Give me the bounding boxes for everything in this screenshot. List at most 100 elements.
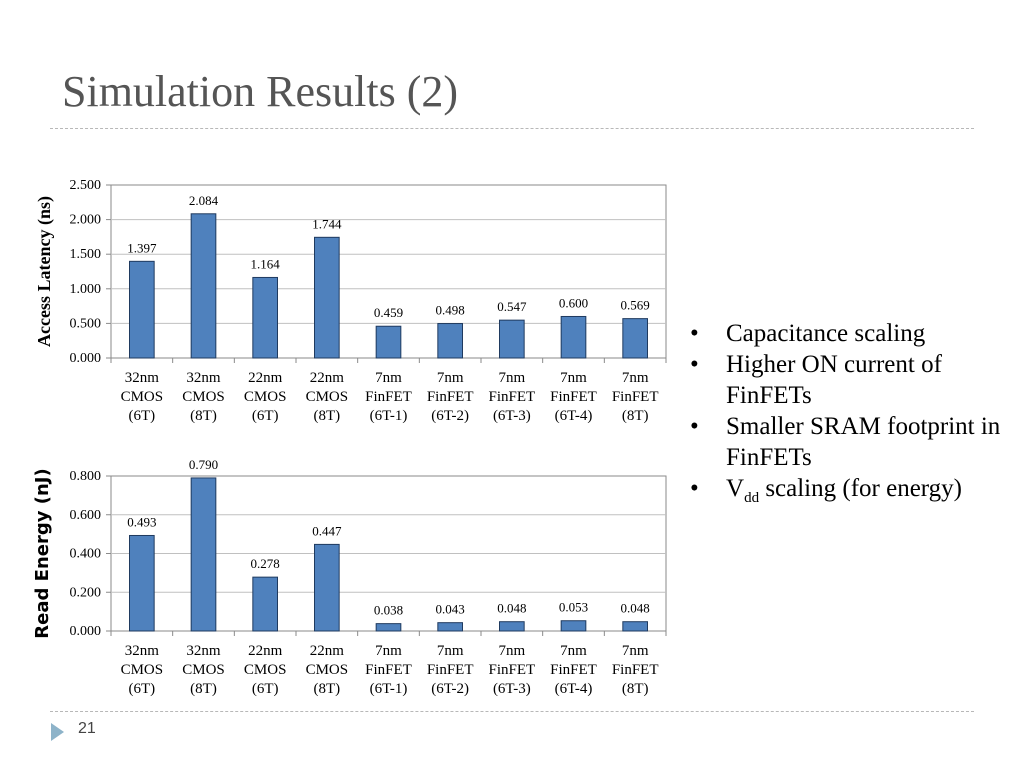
- y-tick-label: 0.000: [70, 351, 102, 366]
- x-tick-label: FinFET: [427, 389, 474, 405]
- data-label: 2.084: [189, 193, 219, 208]
- bar: [252, 576, 278, 632]
- x-tick-label: 7nm: [375, 370, 402, 386]
- bullet-item: Higher ON current of FinFETs: [690, 349, 1010, 411]
- y-tick-label: 2.500: [70, 178, 102, 193]
- x-tick-label: 32nm: [125, 643, 160, 659]
- bullet-subscript: dd: [744, 490, 760, 506]
- x-tick-label: FinFET: [427, 662, 474, 678]
- bar: [499, 621, 525, 632]
- x-tick-label: (6T-1): [370, 408, 408, 424]
- data-label: 0.278: [251, 556, 280, 571]
- bar: [622, 318, 648, 359]
- data-label: 0.600: [559, 295, 588, 310]
- data-label: 0.053: [559, 600, 588, 615]
- x-tick-label: (8T): [190, 408, 217, 424]
- data-label: 0.790: [189, 457, 218, 472]
- x-tick-label: CMOS: [182, 662, 225, 678]
- x-tick-label: 7nm: [498, 370, 525, 386]
- x-tick-label: 7nm: [498, 643, 525, 659]
- y-tick-label: 0.800: [70, 469, 102, 484]
- x-tick-label: (6T-4): [555, 681, 593, 697]
- y-axis-label: Access Latency (ns): [34, 196, 55, 347]
- x-tick-label: FinFET: [550, 662, 597, 678]
- bar: [622, 621, 648, 632]
- data-label: 0.048: [621, 601, 650, 616]
- bar: [129, 534, 155, 632]
- data-label: 0.493: [127, 514, 156, 529]
- bullet-text: Capacitance scaling: [726, 320, 926, 347]
- x-tick-label: 7nm: [560, 643, 587, 659]
- y-tick-label: 1.000: [70, 282, 102, 297]
- x-tick-label: 7nm: [375, 643, 402, 659]
- title-divider: [50, 128, 974, 129]
- x-tick-label: FinFET: [365, 389, 412, 405]
- data-label: 1.164: [251, 256, 281, 271]
- data-label: 0.459: [374, 305, 403, 320]
- page-number: 21: [78, 720, 96, 737]
- bar: [190, 213, 217, 359]
- x-tick-label: FinFET: [365, 662, 412, 678]
- bullet-list: Capacitance scaling Higher ON current of…: [690, 318, 1010, 514]
- bar: [560, 620, 587, 632]
- data-label: 1.397: [127, 240, 157, 255]
- x-tick-label: 7nm: [437, 643, 464, 659]
- bullet-text: Smaller SRAM footprint in FinFETs: [726, 413, 1001, 471]
- x-tick-label: 32nm: [125, 370, 160, 386]
- bar: [252, 276, 278, 359]
- data-label: 0.038: [374, 603, 403, 618]
- x-tick-label: 7nm: [560, 370, 587, 386]
- bar: [190, 477, 217, 632]
- bullet-text: Higher ON current of FinFETs: [726, 351, 942, 409]
- x-tick-label: (8T): [622, 408, 649, 424]
- x-tick-label: (8T): [622, 681, 649, 697]
- x-tick-label: (6T-3): [493, 408, 531, 424]
- x-tick-label: 7nm: [437, 370, 464, 386]
- bullet-text: V: [726, 475, 745, 502]
- bullet-text: scaling (for energy): [759, 475, 962, 502]
- bar: [437, 323, 464, 359]
- x-tick-label: (6T-3): [493, 681, 531, 697]
- x-tick-label: 22nm: [248, 370, 283, 386]
- x-tick-label: CMOS: [244, 662, 287, 678]
- data-label: 0.547: [497, 299, 527, 314]
- bar: [560, 315, 587, 359]
- x-tick-label: (6T-2): [431, 681, 469, 697]
- data-label: 0.447: [312, 523, 342, 538]
- data-label: 0.048: [497, 601, 526, 616]
- triangle-arrow-icon: [51, 723, 64, 741]
- x-tick-label: CMOS: [306, 662, 349, 678]
- x-tick-label: 7nm: [622, 370, 649, 386]
- bar: [314, 543, 340, 632]
- x-tick-label: (6T-4): [555, 408, 593, 424]
- bullet-item: Vdd scaling (for energy): [690, 473, 1010, 514]
- y-tick-label: 0.200: [70, 585, 102, 600]
- x-tick-label: (8T): [314, 408, 341, 424]
- x-tick-label: CMOS: [306, 389, 349, 405]
- x-tick-label: (8T): [314, 681, 341, 697]
- bar: [375, 623, 402, 632]
- x-tick-label: (6T): [252, 408, 279, 424]
- x-tick-label: 22nm: [310, 370, 345, 386]
- slide-title: Simulation Results (2): [62, 67, 458, 116]
- x-tick-label: (6T): [252, 681, 279, 697]
- bar: [437, 622, 464, 632]
- x-tick-label: FinFET: [550, 389, 597, 405]
- x-tick-label: FinFET: [612, 662, 659, 678]
- y-tick-label: 0.500: [70, 316, 102, 331]
- bar: [129, 260, 155, 359]
- read-energy-chart: 0.000 0.200 0.400 0.600 0.800 0.493 32nm CMOS (6…: [32, 457, 667, 697]
- bullet-item: Capacitance scaling: [690, 318, 1010, 349]
- y-tick-label: 0.600: [70, 508, 102, 523]
- x-tick-label: CMOS: [182, 389, 225, 405]
- data-label: 0.569: [621, 298, 650, 313]
- x-tick-label: FinFET: [488, 662, 535, 678]
- footer-divider: [50, 711, 974, 712]
- x-tick-label: FinFET: [612, 389, 659, 405]
- bullet-item: Smaller SRAM footprint in FinFETs: [690, 411, 1010, 473]
- bar: [499, 319, 525, 359]
- x-tick-label: 7nm: [622, 643, 649, 659]
- x-tick-label: (6T): [129, 681, 156, 697]
- data-label: 1.744: [312, 216, 342, 231]
- data-label: 0.043: [436, 602, 465, 617]
